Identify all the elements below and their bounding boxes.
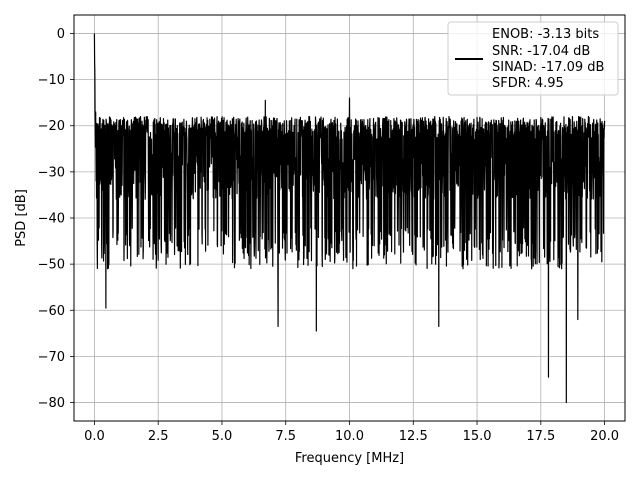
x-axis-label: Frequency [MHz] bbox=[295, 451, 404, 466]
y-tick-label: −20 bbox=[38, 119, 65, 134]
psd-series-line bbox=[93, 33, 606, 404]
x-tick-label: 12.5 bbox=[399, 429, 428, 444]
x-tick-label: 5.0 bbox=[212, 429, 233, 444]
y-tick-label: −60 bbox=[38, 304, 65, 319]
x-tick-label: 7.5 bbox=[275, 429, 296, 444]
y-tick-label: −30 bbox=[38, 165, 65, 180]
legend: ENOB: -3.13 bits SNR: -17.04 dB SINAD: -… bbox=[447, 21, 619, 96]
legend-enob: ENOB: -3.13 bits bbox=[492, 27, 599, 42]
psd-line-group bbox=[93, 33, 606, 404]
x-tick-label: 17.5 bbox=[526, 429, 555, 444]
legend-sinad: SINAD: -17.09 dB bbox=[492, 60, 604, 75]
y-tick-label: 0 bbox=[57, 27, 65, 42]
x-tick-label: 15.0 bbox=[463, 429, 492, 444]
axis-ticks: 0.0 2.5 5.0 7.5 10.0 12.5 15.0 17.5 20.0 0 −10 −20 −… bbox=[38, 27, 620, 444]
legend-box bbox=[447, 21, 619, 96]
y-tick-label: −10 bbox=[38, 73, 65, 88]
legend-sfdr: SFDR: 4.95 bbox=[492, 76, 564, 91]
x-tick-label: 10.0 bbox=[335, 429, 364, 444]
y-tick-label: −50 bbox=[38, 258, 65, 273]
y-axis-label: PSD [dB] bbox=[14, 189, 29, 247]
y-tick-label: −80 bbox=[38, 396, 65, 411]
legend-snr: SNR: -17.04 dB bbox=[492, 44, 590, 59]
y-tick-label: −70 bbox=[38, 350, 65, 365]
x-tick-label: 0.0 bbox=[84, 429, 105, 444]
y-tick-label: −40 bbox=[38, 212, 65, 227]
x-tick-label: 20.0 bbox=[590, 429, 619, 444]
x-tick-label: 2.5 bbox=[148, 429, 169, 444]
